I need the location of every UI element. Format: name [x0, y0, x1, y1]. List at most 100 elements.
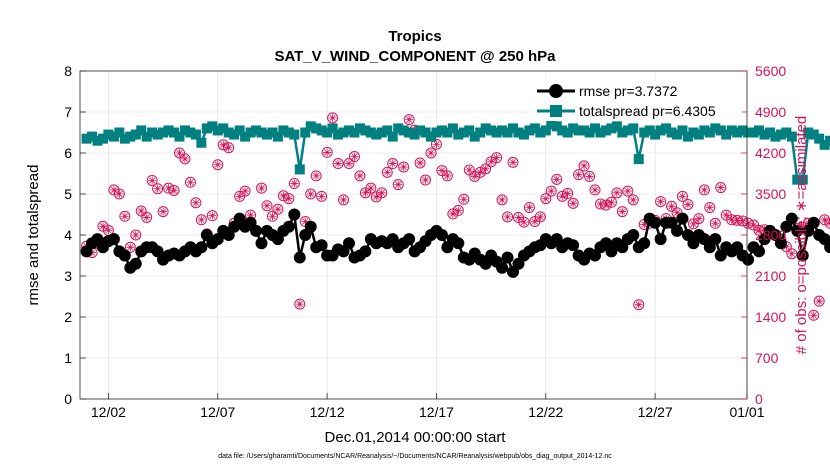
obs-marker [481, 164, 491, 174]
obs-assimilated-star [422, 176, 430, 184]
obs-marker [180, 154, 190, 164]
obs-assimilated-star [580, 162, 588, 170]
obs-marker [705, 202, 715, 212]
y2-tick-label: 2100 [755, 268, 786, 284]
obs-marker [546, 186, 556, 196]
obs-marker [120, 211, 130, 221]
y-tick-label: 6 [64, 145, 72, 161]
spread-marker [196, 138, 206, 148]
obs-marker [508, 157, 518, 167]
obs-marker [224, 143, 234, 153]
obs-marker [503, 212, 513, 222]
spread-marker [295, 164, 305, 174]
spread-marker [289, 130, 299, 140]
obs-marker [273, 204, 283, 214]
y2-tick-label: 3500 [755, 186, 786, 202]
obs-assimilated-star [378, 189, 386, 197]
obs-marker [623, 186, 633, 196]
obs-assimilated-star [340, 196, 348, 204]
rmse-marker [627, 229, 639, 241]
obs-assimilated-star [618, 208, 626, 216]
obs-marker [355, 171, 365, 181]
obs-marker [207, 211, 217, 221]
obs-assimilated-star [520, 218, 528, 226]
obs-marker [339, 195, 349, 205]
y2-tick-label: 4900 [755, 104, 786, 120]
obs-assimilated-star [383, 168, 391, 176]
obs-marker [114, 189, 124, 199]
obs-assimilated-star [126, 243, 134, 251]
obs-assimilated-star [657, 198, 665, 206]
obs-marker [382, 167, 392, 177]
obs-marker [656, 197, 666, 207]
obs-marker [617, 207, 627, 217]
rmse-marker [709, 233, 721, 245]
legend: rmse pr=3.7372 totalspread pr=6.4305 [532, 79, 742, 121]
obs-marker [404, 115, 414, 125]
obs-assimilated-star [367, 184, 375, 192]
rmse-marker [195, 241, 207, 253]
obs-marker [464, 165, 474, 175]
obs-assimilated-star [176, 149, 184, 157]
y2-tick-label: 700 [755, 350, 779, 366]
spread-marker [634, 154, 644, 164]
obs-marker [519, 217, 529, 227]
obs-assimilated-star [613, 189, 621, 197]
rmse-marker [452, 237, 464, 249]
obs-assimilated-star [569, 199, 577, 207]
obs-assimilated-star [296, 300, 304, 308]
rmse-marker [502, 252, 514, 264]
obs-assimilated-star [427, 149, 435, 157]
x-axis-label: Dec.01,2014 00:00:00 start [325, 429, 507, 446]
y-tick-label: 0 [64, 391, 72, 407]
obs-marker [213, 160, 223, 170]
obs-marker [426, 148, 436, 158]
rmse-marker [250, 225, 262, 237]
rmse-marker [676, 213, 688, 225]
legend-marker-spread [550, 105, 562, 117]
obs-marker [612, 188, 622, 198]
y-tick-label: 3 [64, 268, 72, 284]
obs-marker [628, 195, 638, 205]
rmse-marker [305, 221, 317, 233]
obs-marker [683, 200, 693, 210]
rmse-marker [567, 239, 579, 251]
y-axis-label: rmse and totalspread [25, 165, 42, 306]
obs-assimilated-star [143, 213, 151, 221]
data-file-footnote: data file: /Users/gharamti/Documents/NCA… [218, 453, 612, 460]
obs-assimilated-star [547, 187, 555, 195]
obs-assimilated-star [181, 155, 189, 163]
obs-marker [191, 198, 201, 208]
obs-assimilated-star [624, 187, 632, 195]
obs-marker [694, 214, 704, 224]
rmse-marker [256, 237, 268, 249]
obs-marker [185, 177, 195, 187]
obs-assimilated-star [629, 196, 637, 204]
y-tick-label: 1 [64, 350, 72, 366]
rmse-marker [130, 258, 142, 270]
obs-marker [240, 186, 250, 196]
obs-marker [289, 178, 299, 188]
obs-assimilated-star [542, 195, 550, 203]
obs-assimilated-star [307, 190, 315, 198]
rmse-marker [655, 233, 667, 245]
obs-assimilated-star [400, 163, 408, 171]
rmse-marker [343, 237, 355, 249]
obs-marker [262, 201, 272, 211]
obs-assimilated-star [607, 198, 615, 206]
obs-assimilated-star [498, 196, 506, 204]
obs-assimilated-star [476, 168, 484, 176]
rmse-marker [119, 250, 131, 262]
obs-marker [699, 185, 709, 195]
obs-marker [809, 310, 819, 320]
obs-marker [568, 198, 578, 208]
obs-assimilated-star [553, 175, 561, 183]
legend-marker-rmse [549, 84, 563, 98]
obs-assimilated-star [258, 184, 266, 192]
obs-marker [563, 188, 573, 198]
obs-marker [524, 202, 534, 212]
obs-marker [421, 175, 431, 185]
obs-marker [344, 159, 354, 169]
x-tick-label: 12/07 [200, 404, 235, 420]
